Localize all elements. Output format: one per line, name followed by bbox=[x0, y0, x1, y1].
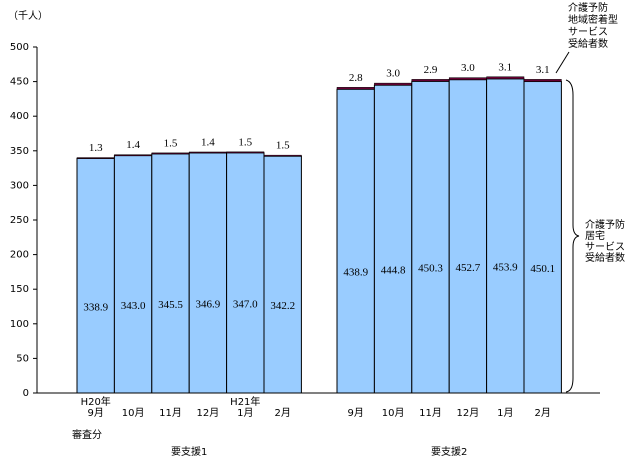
bar-top-segment bbox=[76, 157, 115, 159]
x-tick-label: 9月 bbox=[348, 407, 364, 419]
y-tick-label: 0 bbox=[23, 388, 29, 399]
value-label: 2.9 bbox=[424, 64, 438, 76]
bar-top-segment bbox=[226, 151, 265, 154]
bar-top-segment bbox=[263, 154, 302, 157]
y-tick-label: 250 bbox=[10, 215, 29, 226]
x-tick-label: 12月 bbox=[197, 407, 220, 419]
value-label: 3.1 bbox=[498, 61, 512, 73]
bar bbox=[151, 153, 190, 394]
bar bbox=[448, 79, 488, 394]
y-axis-label: （千人） bbox=[8, 10, 48, 22]
y-tick-label: 350 bbox=[10, 146, 29, 157]
bar-top-segment bbox=[374, 82, 413, 86]
group-label: 要支援1 bbox=[171, 445, 207, 458]
value-label: 1.5 bbox=[238, 136, 252, 148]
value-label: 438.9 bbox=[343, 267, 368, 279]
value-label: 1.4 bbox=[201, 137, 215, 149]
bar-top-segment bbox=[486, 76, 525, 80]
value-label: 3.0 bbox=[461, 62, 475, 74]
value-label: 342.2 bbox=[270, 300, 295, 312]
y-tick-label: 150 bbox=[10, 284, 29, 295]
value-label: 343.0 bbox=[121, 300, 146, 312]
bar bbox=[373, 84, 413, 394]
x-tick-label: H20年 9月 bbox=[81, 395, 111, 419]
leader-line bbox=[555, 51, 570, 74]
bar bbox=[336, 88, 375, 394]
annotation: 審査分 bbox=[72, 428, 102, 441]
legend-label: 介護予防地域密着型サービス受給者数 bbox=[568, 1, 618, 50]
bar-top-segment bbox=[523, 79, 562, 82]
bar-top-segment bbox=[188, 151, 227, 154]
value-label: 346.9 bbox=[196, 299, 221, 311]
value-label: 1.5 bbox=[164, 137, 178, 149]
x-tick-label: 2月 bbox=[535, 407, 551, 419]
value-label: 2.8 bbox=[349, 72, 363, 84]
bar-top-segment bbox=[114, 154, 153, 156]
x-tick-label: 10月 bbox=[382, 407, 405, 419]
y-tick-label: 100 bbox=[10, 319, 29, 330]
value-label: 1.5 bbox=[276, 140, 290, 152]
bar bbox=[226, 152, 265, 394]
bar-top-segment bbox=[448, 77, 487, 80]
y-tick-label: 200 bbox=[10, 250, 29, 261]
group-label: 要支援2 bbox=[431, 445, 467, 458]
value-label: 453.9 bbox=[493, 261, 518, 273]
y-tick-label: 400 bbox=[10, 111, 29, 122]
bar-top-segment bbox=[411, 79, 450, 82]
y-tick-label: 50 bbox=[16, 353, 29, 364]
x-tick-label: 1月 bbox=[497, 407, 513, 419]
bar bbox=[263, 155, 302, 394]
bar bbox=[523, 81, 562, 394]
value-label: 450.3 bbox=[418, 263, 443, 275]
x-tick-label: 2月 bbox=[275, 407, 291, 419]
value-label: 338.9 bbox=[83, 301, 108, 313]
bar-top-segment bbox=[151, 152, 190, 155]
brace bbox=[565, 79, 580, 393]
y-tick-label: 500 bbox=[10, 42, 29, 53]
y-tick-label: 300 bbox=[10, 180, 29, 191]
x-tick-label: 11月 bbox=[159, 407, 182, 419]
x-tick-label: 11月 bbox=[419, 407, 442, 419]
x-tick-label: 12月 bbox=[457, 407, 480, 419]
x-tick-label: 10月 bbox=[122, 407, 145, 419]
value-label: 452.7 bbox=[456, 262, 481, 274]
bar bbox=[411, 80, 450, 394]
value-label: 444.8 bbox=[381, 265, 406, 277]
value-label: 3.1 bbox=[536, 64, 550, 76]
bar bbox=[76, 157, 115, 394]
value-label: 3.0 bbox=[386, 68, 400, 80]
x-tick-label: H21年 1月 bbox=[230, 395, 260, 419]
value-label: 347.0 bbox=[233, 298, 258, 310]
legend-label: 介護予防居宅サービス受給者数 bbox=[585, 218, 625, 264]
value-label: 1.3 bbox=[89, 142, 103, 154]
bar bbox=[188, 152, 228, 394]
y-tick-label: 450 bbox=[10, 77, 29, 88]
bar bbox=[486, 78, 525, 394]
bar-top-segment bbox=[336, 87, 375, 90]
value-label: 1.4 bbox=[126, 139, 140, 151]
value-label: 450.1 bbox=[530, 263, 555, 275]
bar bbox=[113, 155, 153, 394]
value-label: 345.5 bbox=[158, 299, 183, 311]
